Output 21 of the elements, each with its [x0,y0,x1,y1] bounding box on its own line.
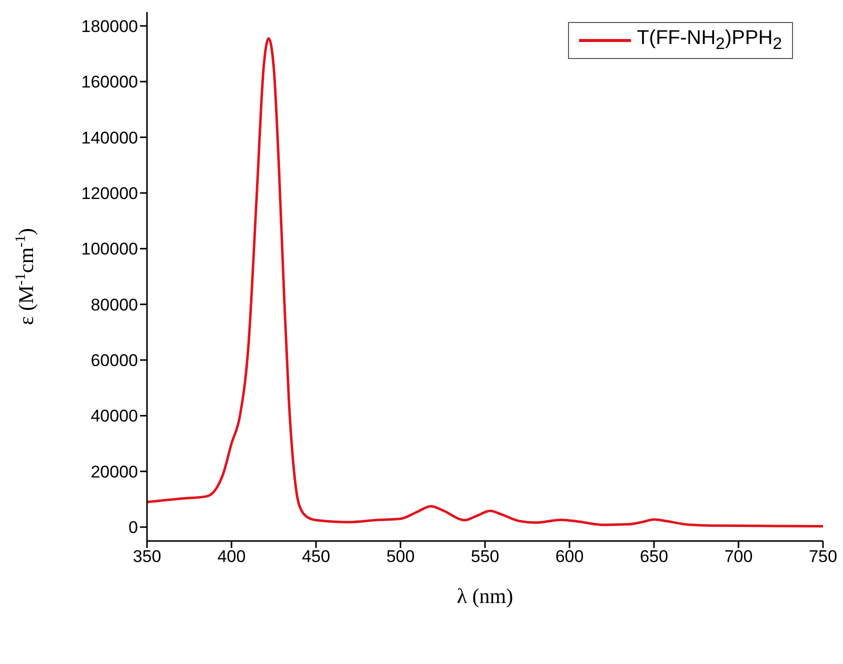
y-tick-label: 100000 [81,240,138,259]
legend-label: T(FF-NH$_{2}$)PPH$_{2}$ [636,27,782,54]
y-tick-label: 60000 [90,351,138,370]
x-tick-label: 350 [132,547,162,566]
x-tick-label: 600 [555,547,584,566]
y-tick-label: 20000 [90,462,138,482]
y-tick-label: 160000 [81,72,138,92]
y-tick-label: 140000 [81,128,138,148]
y-tick-label: 120000 [81,184,138,204]
y-tick-label: 0 [128,518,138,538]
y-tick-label: 80000 [90,295,138,314]
x-tick-label: 650 [640,547,668,566]
y-tick-label: 40000 [90,406,138,426]
y-tick-label: 180000 [81,16,138,36]
x-tick-label: 450 [302,547,330,566]
x-tick-label: 550 [470,547,500,566]
x-axis-title: λ (nm) [456,584,514,608]
x-tick-label: 400 [217,547,246,566]
x-tick-label: 750 [808,547,838,566]
x-tick-label: 700 [724,547,753,566]
x-tick-label: 500 [386,547,415,566]
